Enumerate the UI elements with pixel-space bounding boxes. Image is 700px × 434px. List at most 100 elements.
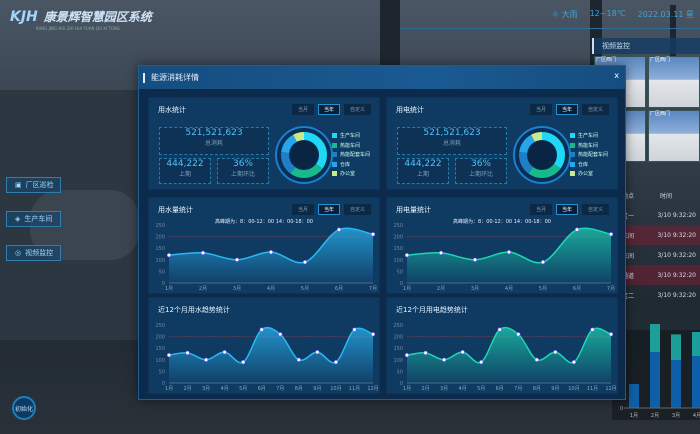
data-point[interactable]: [608, 232, 614, 237]
data-point[interactable]: [352, 327, 357, 332]
tab-period[interactable]: 当月: [529, 104, 552, 115]
x-tick-label: 10月: [330, 386, 341, 392]
y-tick-label: 200: [393, 335, 403, 341]
tab-period[interactable]: 自定义: [343, 104, 371, 115]
data-point[interactable]: [423, 350, 428, 355]
legend-label: 办公室: [578, 171, 594, 178]
camera-feed[interactable]: 厂区西门: [648, 110, 700, 162]
tab-period[interactable]: 自定义: [581, 104, 609, 115]
data-point[interactable]: [234, 257, 240, 262]
tab-period[interactable]: 当年: [317, 104, 340, 115]
previous-period: 444,222 上期: [397, 158, 449, 184]
bar-segment: [692, 356, 700, 408]
data-point[interactable]: [203, 357, 209, 362]
data-point[interactable]: [404, 253, 410, 258]
cell: 通道: [622, 272, 635, 280]
close-button[interactable]: x: [614, 71, 619, 80]
bar-segment: [671, 334, 681, 360]
data-point[interactable]: [336, 227, 342, 232]
data-point[interactable]: [497, 327, 502, 332]
x-tick-label: 5月: [301, 286, 309, 292]
data-point[interactable]: [370, 232, 376, 237]
logo-mark: KJH: [10, 8, 38, 25]
legend-item: 热能车间: [332, 141, 370, 151]
tab-period[interactable]: 当月: [529, 204, 552, 215]
tab-period[interactable]: 当年: [555, 204, 578, 215]
period-tabs: 当月 当年 自定义: [529, 204, 609, 215]
data-point[interactable]: [166, 353, 172, 358]
chart-title: 近12个月用电趋势统计: [396, 306, 468, 314]
x-tick-label: 4月: [693, 413, 700, 419]
data-point[interactable]: [370, 332, 376, 337]
data-point[interactable]: [540, 260, 546, 265]
init-button[interactable]: 初始化: [12, 396, 36, 420]
chart-title: 用水量统计: [158, 206, 193, 214]
title-accent: [143, 72, 145, 83]
bar-segment: [650, 324, 660, 352]
y-tick-label: 250: [155, 323, 165, 329]
date: 2022.03.11 星: [637, 10, 694, 19]
data-point[interactable]: [259, 327, 264, 332]
x-tick-label: 2月: [421, 386, 429, 392]
tab-period[interactable]: 当月: [291, 204, 314, 215]
data-point[interactable]: [302, 260, 308, 265]
data-point[interactable]: [185, 350, 190, 355]
data-point[interactable]: [571, 360, 577, 365]
table-row[interactable]: 区二 3/10 9:32:20: [592, 285, 700, 305]
x-tick-label: 9月: [551, 386, 559, 392]
tab-period[interactable]: 自定义: [581, 204, 609, 215]
nav-production-workshop[interactable]: ◈ 生产车间: [6, 211, 61, 227]
data-point[interactable]: [315, 350, 320, 355]
nav-plant-inspection[interactable]: ▣ 厂区巡检: [6, 177, 61, 193]
table-row[interactable]: 车间 3/10 9:32:20: [592, 245, 700, 265]
x-tick-label: 3月: [471, 286, 479, 292]
data-point[interactable]: [479, 360, 484, 365]
prev-value: 444,222: [166, 159, 204, 169]
area-fill: [169, 327, 373, 383]
data-point[interactable]: [241, 360, 246, 365]
tab-period[interactable]: 当年: [317, 204, 340, 215]
data-point[interactable]: [166, 253, 172, 258]
data-point[interactable]: [438, 250, 444, 255]
data-point[interactable]: [404, 353, 410, 358]
data-point[interactable]: [574, 227, 580, 232]
data-point[interactable]: [608, 332, 614, 337]
y-tick-label: 200: [393, 235, 403, 241]
bar-segment: [650, 352, 660, 408]
data-point[interactable]: [278, 332, 283, 337]
y-tick-label: 250: [155, 223, 165, 229]
data-point[interactable]: [506, 250, 512, 255]
table-row[interactable]: 区一 3/10 9:32:20: [592, 205, 700, 225]
energy-detail-modal: 能源消耗详情 x 用水统计 当月 当年 自定义 521,521,623 总消耗 444,2…: [138, 65, 626, 400]
x-tick-label: 3月: [440, 386, 448, 392]
y-tick-label: 50: [159, 269, 165, 275]
tab-period[interactable]: 当年: [555, 104, 578, 115]
camera-feed[interactable]: 厂区西门: [648, 56, 700, 108]
data-point[interactable]: [441, 357, 447, 362]
nav-video-monitor[interactable]: ◎ 视频监控: [6, 245, 61, 261]
legend-label: 热能配套车间: [340, 152, 371, 159]
header-divider: [400, 28, 700, 29]
data-point[interactable]: [222, 350, 227, 355]
data-point[interactable]: [296, 357, 301, 362]
bar-segment: [692, 332, 700, 356]
modal-header: 能源消耗详情 x: [139, 66, 625, 89]
donut-slice: [281, 132, 327, 178]
x-tick-label: 5月: [539, 286, 547, 292]
data-point[interactable]: [333, 360, 339, 365]
legend-label: 热能车间: [340, 142, 361, 149]
data-point[interactable]: [553, 350, 558, 355]
total-consumption: 521,521,623 总消耗: [397, 127, 507, 155]
x-tick-label: 6月: [496, 386, 504, 392]
data-point[interactable]: [200, 250, 206, 255]
tab-period[interactable]: 当月: [291, 104, 314, 115]
data-point[interactable]: [268, 250, 274, 255]
data-point[interactable]: [516, 332, 521, 337]
data-point[interactable]: [472, 257, 478, 262]
tab-period[interactable]: 自定义: [343, 204, 371, 215]
legend-label: 办公室: [340, 171, 356, 178]
data-point[interactable]: [534, 357, 539, 362]
data-point[interactable]: [590, 327, 595, 332]
factory-icon: ◈: [15, 215, 21, 223]
data-point[interactable]: [460, 350, 465, 355]
